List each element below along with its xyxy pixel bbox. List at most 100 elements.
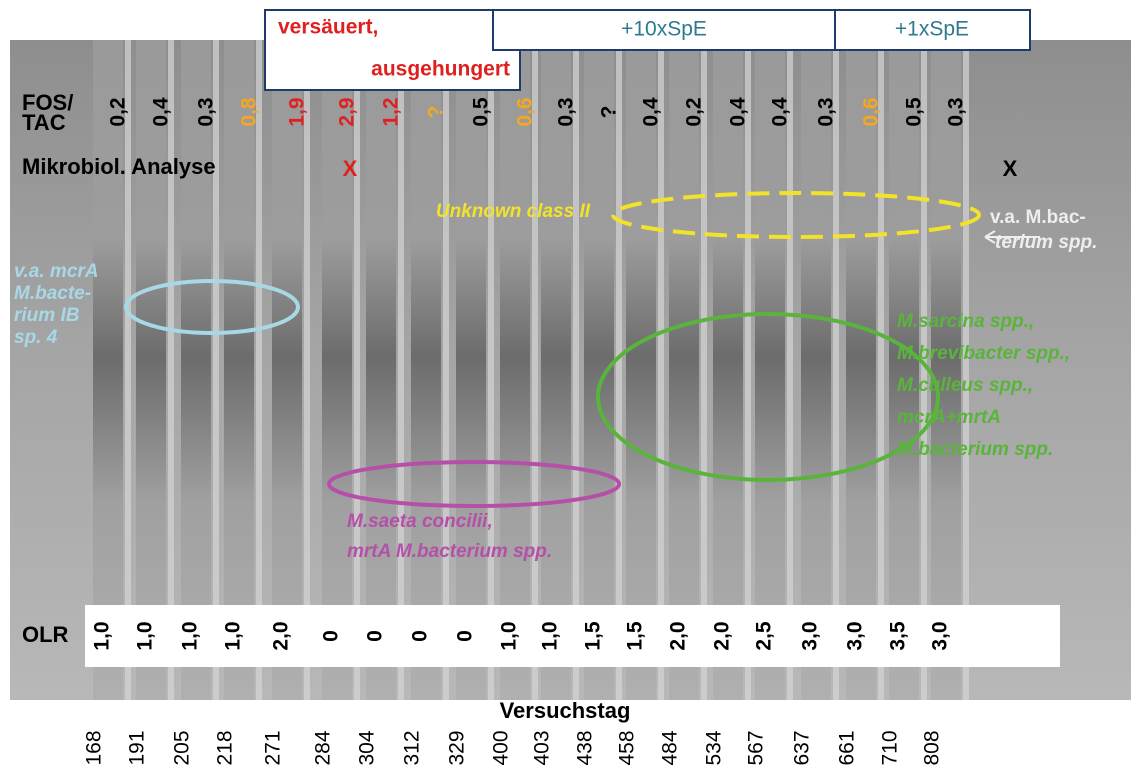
lane bbox=[755, 40, 785, 700]
day-value: 438 bbox=[574, 730, 597, 765]
fos-tac-value: 0,6 bbox=[860, 97, 883, 126]
lane bbox=[626, 40, 656, 700]
analysis-mark: X bbox=[343, 156, 358, 181]
fos-tac-value: 0,4 bbox=[640, 97, 663, 127]
day-value: 284 bbox=[312, 730, 335, 765]
lane bbox=[411, 40, 441, 700]
olr-value: 0 bbox=[320, 630, 343, 642]
lane-divider bbox=[213, 40, 219, 700]
row-label: TAC bbox=[22, 110, 66, 135]
annotation-text: terium spp. bbox=[995, 232, 1097, 253]
lane bbox=[272, 40, 302, 700]
lane-divider bbox=[256, 40, 262, 700]
lane bbox=[669, 40, 699, 700]
header-text: +10xSpE bbox=[621, 18, 707, 41]
olr-value: 1,0 bbox=[539, 621, 562, 650]
fos-tac-value: 0,2 bbox=[683, 97, 706, 126]
lane-divider bbox=[443, 40, 449, 700]
header-text: +1xSpE bbox=[895, 18, 969, 41]
lane bbox=[931, 40, 961, 700]
lane bbox=[93, 40, 123, 700]
day-value: 304 bbox=[356, 730, 379, 765]
gel-figure: versäuert, ausgehungert +10xSpE +1xSpE F… bbox=[0, 0, 1131, 776]
header-text: versäuert, bbox=[278, 16, 378, 39]
olr-value: 3,5 bbox=[887, 621, 910, 651]
fos-tac-value: 0,8 bbox=[238, 97, 261, 127]
fos-tac-value: 0,3 bbox=[195, 97, 218, 126]
fos-tac-value: 0,4 bbox=[150, 97, 173, 127]
olr-value: 1,5 bbox=[582, 621, 605, 651]
lane-divider bbox=[398, 40, 404, 700]
annotation-text: mcrA+mrtA bbox=[897, 407, 1001, 428]
lane bbox=[224, 40, 254, 700]
day-value: 637 bbox=[791, 730, 814, 765]
olr-value: 3,0 bbox=[844, 621, 867, 650]
olr-value: 0 bbox=[364, 630, 387, 642]
annotation-text: M.sarcina spp., bbox=[897, 311, 1034, 332]
fos-tac-value: 0,3 bbox=[815, 97, 838, 126]
lane bbox=[889, 40, 919, 700]
lane bbox=[500, 40, 530, 700]
annotation-text: rium IB bbox=[14, 305, 80, 326]
lane bbox=[801, 40, 831, 700]
lane-divider bbox=[921, 40, 927, 700]
fos-tac-value: 0,6 bbox=[514, 97, 537, 126]
day-value: 661 bbox=[836, 730, 859, 765]
fos-tac-value: 1,2 bbox=[380, 97, 403, 126]
fos-tac-value: 1,9 bbox=[286, 97, 309, 126]
day-value: 191 bbox=[126, 730, 149, 765]
day-value: 329 bbox=[446, 730, 469, 765]
day-value: 808 bbox=[921, 730, 944, 765]
olr-value: 3,0 bbox=[929, 621, 952, 650]
row-label: OLR bbox=[22, 622, 69, 647]
axis-label: Versuchstag bbox=[500, 698, 631, 723]
lane bbox=[713, 40, 743, 700]
lane bbox=[541, 40, 571, 700]
lane-divider bbox=[658, 40, 664, 700]
olr-value: 1,0 bbox=[179, 621, 202, 650]
fos-tac-value: 2,9 bbox=[336, 97, 359, 126]
lane bbox=[366, 40, 396, 700]
lane bbox=[136, 40, 166, 700]
olr-value: 3,0 bbox=[799, 621, 822, 650]
olr-value: 0 bbox=[454, 630, 477, 642]
day-value: 458 bbox=[616, 730, 639, 765]
olr-value: 2,0 bbox=[270, 621, 293, 650]
header-text: ausgehungert bbox=[371, 58, 510, 81]
lane-divider bbox=[125, 40, 131, 700]
day-value: 567 bbox=[745, 730, 768, 765]
day-value: 271 bbox=[262, 730, 285, 765]
olr-value: 1,0 bbox=[134, 621, 157, 650]
lane-divider bbox=[573, 40, 579, 700]
fos-tac-value: 0,3 bbox=[945, 97, 968, 126]
lane-divider bbox=[616, 40, 622, 700]
lane-divider bbox=[833, 40, 839, 700]
fos-tac-value: 0,5 bbox=[470, 97, 493, 127]
fos-tac-value: 0,2 bbox=[107, 97, 130, 126]
fos-tac-value: 0,4 bbox=[727, 97, 750, 127]
annotation-text: v.a. mcrA bbox=[14, 261, 99, 282]
lane-divider bbox=[878, 40, 884, 700]
olr-value: 0 bbox=[409, 630, 432, 642]
lane-divider bbox=[168, 40, 174, 700]
day-value: 710 bbox=[879, 730, 902, 765]
fos-tac-value: 0,4 bbox=[769, 97, 792, 127]
annotation-text: M.saeta concilii, bbox=[347, 511, 493, 532]
lane-divider bbox=[745, 40, 751, 700]
lane-divider bbox=[963, 40, 969, 700]
day-value: 205 bbox=[171, 730, 194, 765]
annotation-text: mrtA M.bacterium spp. bbox=[347, 541, 552, 562]
lane bbox=[456, 40, 486, 700]
annotation-text: M.bacte- bbox=[14, 283, 91, 304]
lane-divider bbox=[701, 40, 707, 700]
olr-value: 1,5 bbox=[624, 621, 647, 651]
annotation-text: M.brevibacter spp., bbox=[897, 343, 1070, 364]
annotation-text: Unknown class II bbox=[436, 201, 591, 222]
fos-tac-value: 0,3 bbox=[555, 97, 578, 126]
day-value: 534 bbox=[703, 730, 726, 765]
lane-divider bbox=[787, 40, 793, 700]
day-value: 400 bbox=[490, 730, 513, 765]
day-value: 403 bbox=[531, 730, 554, 765]
annotation-text: sp. 4 bbox=[14, 327, 58, 348]
olr-value: 1,0 bbox=[91, 621, 114, 650]
